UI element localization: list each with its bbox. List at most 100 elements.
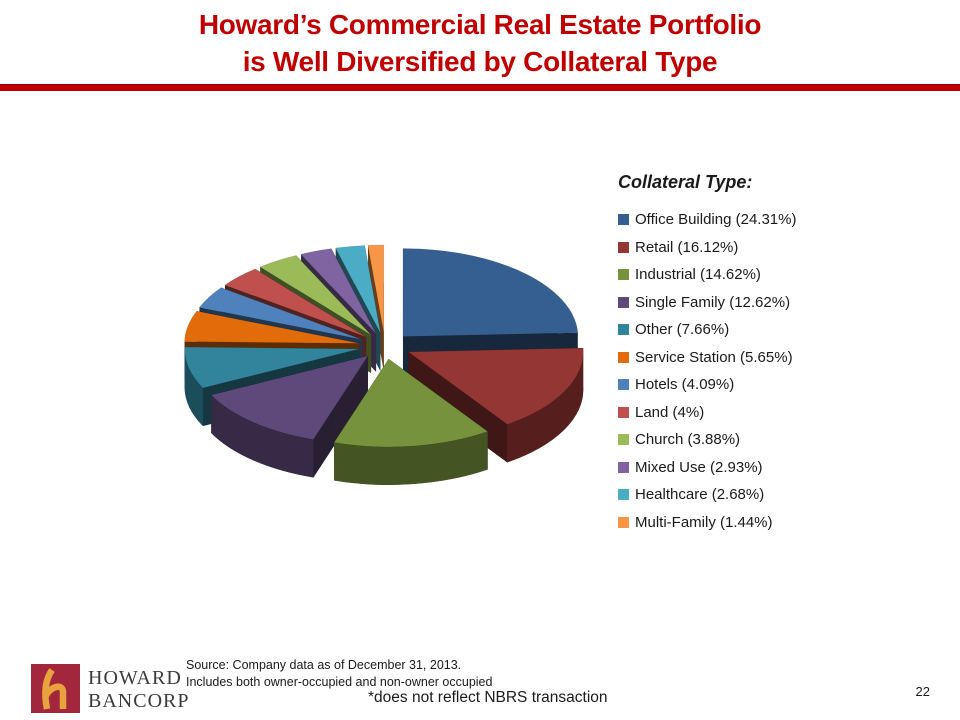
legend-label: Hotels (4.09%) [635,376,735,394]
logo-text: HOWARD BANCORP [88,667,189,713]
pie-slice-service-station [184,310,360,344]
pie-slice-bottom-multi-family [368,282,384,371]
footnote: *does not reflect NBRS transaction [368,689,608,706]
legend-label: Single Family (12.62%) [635,293,791,311]
pie-slice-cutface-service-station [196,311,360,382]
pie-slice-industrial [333,358,489,448]
pie-slice-cutface-retail [408,348,584,390]
legend-item: Mixed Use (2.93%) [618,454,796,482]
pie-slice-multi-family [367,244,385,333]
pie-slice-cutface-land [225,284,367,376]
pie-slice-bottom-healthcare [335,283,381,372]
logo-h-arch [42,683,67,709]
pie-slice-bottom-land [225,306,367,376]
legend-item: Service Station (5.65%) [618,344,796,372]
legend-label: Mixed Use (2.93%) [635,458,763,476]
legend-swatch [618,241,629,253]
legend-swatch [618,351,629,363]
title-divider [0,84,960,91]
pie-slice-cutface-land [255,268,367,376]
legend-item: Church (3.88%) [618,426,796,454]
legend-item: Office Building (24.31%) [618,206,796,234]
source-text: Source: Company data as of December 31, … [186,657,492,690]
pie-slice-cutface-retail [408,351,508,463]
legend-item: Hotels (4.09%) [618,371,796,399]
legend-swatch [618,214,629,226]
pie-slice-cutface-service-station [184,341,360,382]
pie-slice-cutface-church [296,255,372,373]
pie-slice-bottom-service-station [184,349,360,382]
pie-slice-wall-retail [507,351,584,463]
slide-title-line1: Howard’s Commercial Real Estate Portfoli… [198,9,762,40]
chart-legend: Collateral Type: Office Building (24.31%… [618,172,796,536]
pie-slice-bottom-other [184,385,360,426]
legend-label: Industrial (14.62%) [635,266,761,284]
pie-slice-bottom-mixed-use [301,286,377,372]
pie-slice-bottom-hotels [199,325,363,378]
source-line1: Source: Company data as of December 31, … [186,658,462,672]
legend-item: Industrial (14.62%) [618,261,796,289]
legend-item: Retail (16.12%) [618,234,796,262]
legend-title: Collateral Type: [618,172,753,192]
legend-swatch [618,516,629,528]
source-line2: Includes both owner-occupied and non-own… [186,674,493,689]
pie-slice-cutface-single-family [211,355,368,433]
pie-slice-cutface-mixed-use [331,248,377,372]
legend-item: Multi-Family (1.44%) [618,509,796,537]
legend-swatch [618,269,629,281]
pie-slice-cutface-healthcare [335,248,381,372]
legend-label: Church (3.88%) [635,431,741,449]
legend-label: Land (4%) [635,403,705,421]
slide-title-line2: is Well Diversified by Collateral Type [242,46,718,77]
legend-item: Other (7.66%) [618,316,796,344]
pie-slice-cutface-healthcare [364,245,381,372]
legend-label: Office Building (24.31%) [635,211,797,229]
logo-text-line1: HOWARD [88,667,182,689]
legend-swatch [618,379,629,391]
legend-item: Land (4%) [618,399,796,427]
pie-slice-bottom-retail [408,386,584,463]
pie-slice-wall-industrial [334,431,488,485]
legend-swatch [618,296,629,308]
logo-mark [31,664,80,713]
legend-item: Single Family (12.62%) [618,289,796,317]
legend-swatch [618,406,629,418]
legend-label: Retail (16.12%) [635,238,739,256]
legend-label: Healthcare (2.68%) [635,486,765,504]
pie-slice-cutface-other [202,348,360,426]
pie-slice-cutface-multi-family [368,245,384,371]
legend-swatch [618,489,629,501]
logo-h-stem [42,668,55,710]
pie-slice-bottom-industrial [334,396,488,485]
legend-swatch [618,461,629,473]
pie-slice-cutface-hotels [221,287,363,378]
pie-slice-cutface-single-family [313,355,368,478]
slide-title: Howard’s Commercial Real Estate Portfoli… [0,6,960,80]
logo-text-line2: BANCORP [88,690,190,712]
pie-slice-cutface-mixed-use [301,254,377,372]
legend-swatch [618,434,629,446]
page-number: 22 [915,684,930,699]
pie-slice-wall-single-family [211,394,314,478]
pie-slice-mixed-use [300,248,377,334]
pie-slice-hotels [198,287,363,340]
pie-slice-office-building [402,248,579,337]
pie-slice-cutface-other [184,347,360,387]
pie-slice-land [224,268,367,338]
pie-slice-retail [407,347,584,425]
pie-slice-healthcare [335,245,381,334]
howard-bancorp-logo: HOWARD BANCORP [31,664,189,714]
pie-slice-other [184,346,360,389]
pie-slice-cutface-church [260,266,372,373]
legend-label: Multi-Family (1.44%) [635,513,773,531]
pie-slice-cutface-office-building [402,332,578,375]
pie-slice-wall-other [184,348,203,426]
pie-slice-bottom-office-building [402,286,578,375]
pie-slice-bottom-single-family [211,393,368,478]
legend-item: Healthcare (2.68%) [618,481,796,509]
pie-slice-cutface-industrial [388,358,488,470]
legend-label: Other (7.66%) [635,321,730,339]
pie-slice-cutface-hotels [199,307,363,378]
